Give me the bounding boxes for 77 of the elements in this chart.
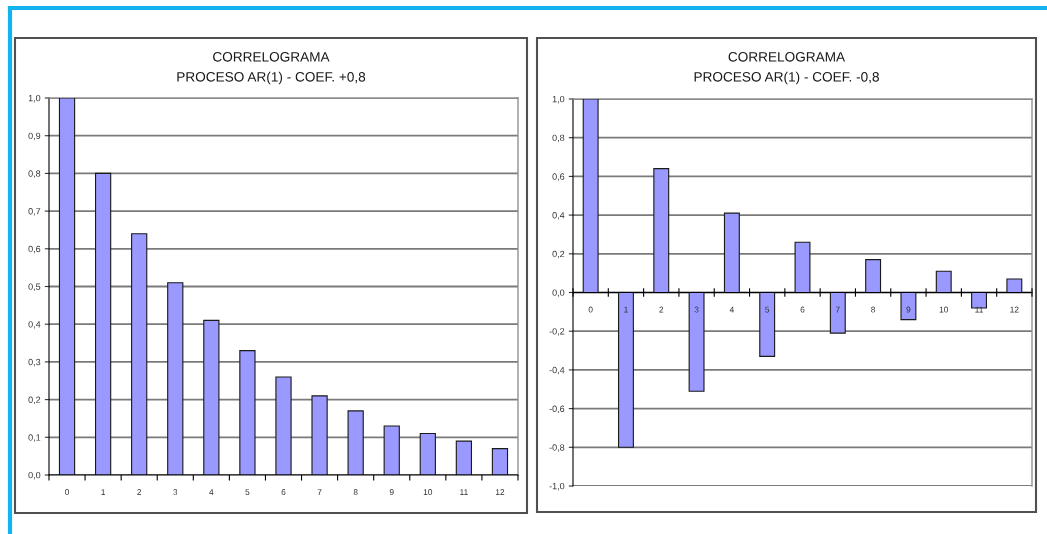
y-tick-label: 1,0 (552, 95, 565, 104)
x-tick-label: 8 (871, 306, 876, 313)
x-tick-label: 7 (317, 489, 322, 495)
bar (1006, 278, 1023, 294)
y-tick-label: 0,6 (552, 173, 565, 181)
bar (455, 440, 473, 475)
x-tick-label: 6 (281, 489, 286, 496)
bar (311, 395, 328, 475)
bar (131, 233, 148, 475)
bar (653, 168, 670, 294)
bar (723, 212, 740, 294)
x-tick-label: 12 (1010, 306, 1019, 313)
y-tick-label: -0,2 (549, 328, 565, 336)
x-tick-label: 5 (765, 306, 770, 313)
y-tick-label: 0,4 (552, 212, 565, 220)
x-tick-label: 7 (835, 306, 840, 313)
bar (419, 432, 436, 475)
chart-subtitle: PROCESO AR(1) - COEF. +0,8 (177, 71, 366, 85)
x-tick-label: 2 (137, 489, 142, 495)
bar (383, 425, 400, 475)
x-tick-label: 8 (353, 489, 358, 496)
y-tick-label: 0,3 (28, 358, 41, 367)
x-tick-label: 3 (173, 489, 178, 496)
chart-subtitle: PROCESO AR(1) - COEF. -0,8 (694, 71, 879, 85)
x-tick-label: 2 (659, 306, 664, 313)
x-tick-label: 9 (906, 306, 911, 313)
bar (829, 291, 846, 334)
bar (347, 410, 364, 475)
x-tick-label: 10 (939, 306, 949, 313)
y-tick-label: 0,2 (28, 396, 41, 405)
bar (935, 270, 952, 294)
bar (794, 241, 811, 294)
y-tick-label: -0,8 (549, 444, 565, 452)
x-tick-label: 9 (389, 489, 394, 496)
chart-title: CORRELOGRAMA (728, 52, 846, 62)
x-tick-label: 0 (588, 306, 593, 313)
y-tick-label: 0,7 (28, 208, 41, 216)
bar (582, 99, 599, 294)
y-tick-label: -0,6 (549, 405, 565, 414)
bar (239, 350, 256, 475)
x-tick-label: 3 (694, 306, 699, 313)
bar (203, 319, 220, 475)
chart-title: CORRELOGRAMA (213, 52, 330, 62)
y-tick-label: 0,0 (552, 289, 565, 297)
x-tick-label: 10 (423, 489, 433, 496)
bar (971, 291, 988, 309)
x-tick-label: 11 (460, 489, 468, 495)
bar (275, 376, 292, 475)
x-tick-label: 0 (65, 489, 70, 496)
y-tick-label: 0,0 (28, 471, 41, 480)
bar (94, 172, 112, 475)
y-tick-label: -0,4 (549, 366, 565, 375)
y-tick-label: 0,4 (28, 321, 41, 329)
x-tick-label: 1 (101, 489, 106, 495)
bar (167, 282, 184, 475)
bar (617, 291, 634, 448)
y-tick-label: 0,9 (28, 132, 41, 141)
x-tick-label: 4 (729, 306, 734, 313)
bar (58, 98, 76, 475)
x-tick-label: 5 (245, 489, 250, 496)
x-tick-label: 6 (800, 306, 805, 313)
x-tick-label: 1 (624, 306, 628, 313)
y-tick-label: -1,0 (549, 482, 565, 491)
bar (865, 259, 882, 294)
bar (759, 291, 776, 357)
y-tick-label: 0,6 (28, 245, 41, 254)
x-tick-label: 12 (495, 489, 505, 495)
bar (900, 291, 917, 321)
y-tick-label: 0,8 (552, 134, 565, 143)
x-tick-label: 4 (209, 489, 214, 495)
y-tick-label: 0,1 (28, 434, 41, 442)
y-tick-label: 0,2 (552, 250, 565, 259)
y-tick-label: 0,5 (28, 283, 41, 291)
bar (491, 448, 509, 475)
bar (688, 291, 705, 392)
y-tick-label: 0,8 (28, 170, 41, 178)
y-tick-label: 1,0 (28, 94, 41, 103)
